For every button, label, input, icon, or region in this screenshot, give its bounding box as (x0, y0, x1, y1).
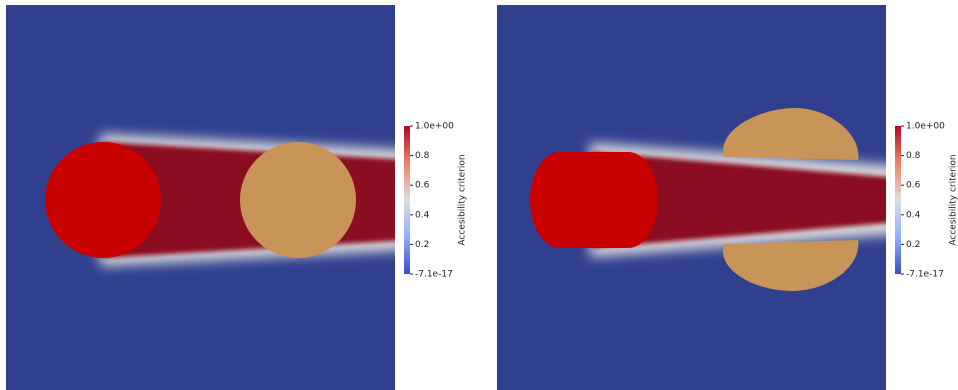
panel-right (497, 5, 886, 390)
colorbar-tick-label: 0.6 (906, 181, 921, 191)
colorbar-tick-label: 0.8 (906, 151, 921, 161)
obstacle-circle (240, 142, 356, 258)
colorbar-tick-label: -7.1e-17 (415, 270, 453, 280)
colorbar-title: Accesibility criterion (949, 154, 958, 245)
colorbar: Accesibility criterion 1.0e+00 0.8 0.6 0.4 0… (404, 122, 468, 280)
colorbar-tick-label: -7.1e-17 (906, 270, 944, 280)
colorbar-tick-label: 0.2 (906, 240, 920, 250)
panel-left (6, 5, 395, 390)
obstacle-top (723, 108, 859, 160)
colorbar-tick-label: 1.0e+00 (906, 122, 945, 132)
colorbar-tick-label: 1.0e+00 (415, 122, 454, 132)
source-shape (530, 152, 658, 248)
colorbar-tick-label: 0.4 (906, 210, 921, 220)
colorbar-tick-label: 0.2 (415, 240, 429, 250)
colorbar-tick-label: 0.6 (415, 181, 430, 191)
obstacle-bottom (722, 240, 859, 291)
colorbar-gradient (404, 126, 410, 274)
colorbar-tick-label: 0.8 (415, 151, 430, 161)
colorbar: Accesibility criterion 1.0e+00 0.8 0.6 0.4 0… (895, 122, 958, 280)
colorbar-tick-label: 0.4 (415, 210, 430, 220)
colorbar-gradient (895, 126, 901, 274)
accessible-region (593, 152, 886, 248)
source-circle (45, 142, 161, 258)
colorbar-title: Accesibility criterion (458, 154, 468, 245)
